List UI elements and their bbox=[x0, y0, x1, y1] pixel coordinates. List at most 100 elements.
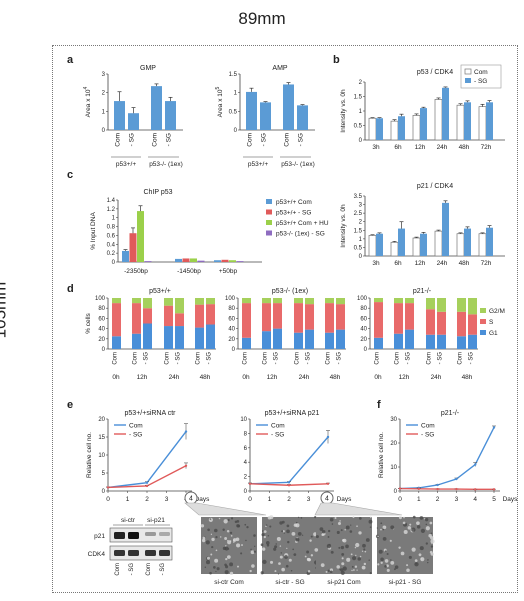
micrograph-cell bbox=[411, 547, 416, 552]
micrograph-cell bbox=[423, 518, 426, 520]
x-tick-label: Com bbox=[263, 352, 269, 365]
x-tick-label: Com bbox=[295, 352, 301, 365]
blot-column-label: si-ctr bbox=[121, 517, 136, 524]
stacked-segment-S bbox=[305, 304, 314, 330]
y-tick-label: 0 bbox=[232, 347, 236, 353]
data-bar bbox=[398, 228, 405, 256]
data-bar bbox=[486, 102, 493, 140]
panel-letter-f: f bbox=[377, 399, 381, 411]
micrograph-cell bbox=[206, 556, 211, 560]
x-tick-label: 1 bbox=[268, 496, 272, 503]
x-tick-label: - SG bbox=[144, 352, 150, 365]
stacked-segment-G1 bbox=[175, 326, 184, 349]
micrograph-cell bbox=[377, 563, 380, 566]
micrograph-cell bbox=[345, 525, 350, 530]
micrograph-cell bbox=[229, 571, 234, 576]
micrograph-image bbox=[201, 517, 257, 574]
stacked-segment-G1 bbox=[273, 328, 282, 349]
micrograph-cell bbox=[281, 567, 285, 572]
y-tick-label: 0 bbox=[359, 138, 363, 144]
x-tick-label: 6h bbox=[394, 144, 402, 151]
micrograph-cell bbox=[394, 565, 399, 569]
micrograph-cell bbox=[205, 540, 210, 545]
data-bar bbox=[182, 258, 190, 262]
data-point bbox=[417, 487, 420, 491]
micrograph-cell bbox=[368, 559, 370, 561]
time-label: 12h bbox=[399, 374, 410, 381]
micrograph-cell bbox=[260, 571, 264, 575]
blot-frame bbox=[109, 527, 173, 543]
legend-label: - SG bbox=[474, 78, 487, 85]
micrograph-cell bbox=[344, 528, 346, 531]
stacked-segment-G1 bbox=[394, 333, 403, 349]
x-tick-label: 6h bbox=[394, 260, 402, 267]
y-tick-label: 80 bbox=[98, 306, 105, 312]
micrograph-cell bbox=[418, 553, 422, 557]
stacked-segment-S bbox=[206, 304, 215, 325]
y-axis-label: Relative cell no. bbox=[378, 432, 385, 478]
blot-lane-label: Com bbox=[146, 563, 152, 576]
stacked-segment-G2M bbox=[394, 298, 403, 304]
micrograph-cell bbox=[403, 529, 408, 534]
micrograph-cell bbox=[429, 521, 433, 525]
x-tick-label: 5 bbox=[492, 496, 496, 503]
micrograph-cell bbox=[251, 564, 255, 568]
data-bar bbox=[229, 260, 236, 262]
x-tick-label: - SG bbox=[306, 352, 312, 365]
stacked-segment-S bbox=[457, 311, 466, 337]
micrograph-cell bbox=[210, 533, 213, 535]
x-tick-label: - SG bbox=[274, 352, 280, 365]
micrograph-cell bbox=[291, 531, 296, 536]
micrograph-cell bbox=[209, 518, 212, 520]
y-tick-label: 0.6 bbox=[107, 233, 116, 239]
stacked-segment-S bbox=[294, 303, 303, 333]
stacked-segment-G2M bbox=[405, 298, 414, 304]
data-bar bbox=[464, 102, 471, 140]
x-tick-label: 2 bbox=[145, 496, 149, 503]
micrograph-cell bbox=[414, 562, 419, 567]
x-tick-label: Com bbox=[284, 133, 291, 147]
data-bar bbox=[478, 233, 487, 257]
time-label: 24h bbox=[431, 374, 442, 381]
y-tick-label: 0.5 bbox=[229, 109, 238, 115]
x-tick-label: Com bbox=[133, 352, 139, 365]
x-tick-label: Com bbox=[113, 352, 119, 365]
width-label: 89mm bbox=[238, 9, 286, 28]
data-bar bbox=[197, 260, 205, 262]
micrograph-cell bbox=[250, 548, 252, 551]
x-axis-label: Days bbox=[503, 496, 519, 503]
y-tick-label: 1.4 bbox=[107, 198, 116, 204]
micrograph-cell bbox=[326, 543, 332, 549]
micrograph-cell bbox=[279, 545, 282, 547]
micrograph-cell bbox=[319, 527, 324, 531]
legend-swatch bbox=[480, 319, 486, 324]
micrograph-cell bbox=[225, 545, 227, 547]
micrograph-cell bbox=[261, 530, 264, 532]
data-bar bbox=[486, 227, 493, 256]
micrograph-cell bbox=[430, 539, 435, 544]
y-tick-label: 0.4 bbox=[107, 242, 116, 248]
micrograph-cell bbox=[254, 545, 256, 547]
data-bar bbox=[260, 102, 271, 130]
stacked-segment-S bbox=[394, 303, 403, 334]
micrograph-cell bbox=[361, 565, 366, 570]
blot-band-p21 bbox=[114, 532, 125, 539]
micrograph-cell bbox=[267, 534, 270, 537]
stacked-segment-S bbox=[468, 314, 477, 335]
time-label: 0h bbox=[374, 374, 382, 381]
micrograph-cell bbox=[409, 523, 412, 526]
series-line bbox=[249, 436, 329, 485]
data-point bbox=[492, 426, 496, 429]
micrograph-cell bbox=[370, 516, 372, 519]
micrograph-cell bbox=[213, 528, 218, 533]
micrograph-cell bbox=[282, 530, 285, 533]
micrograph-cell bbox=[287, 540, 290, 544]
micrograph-cell bbox=[412, 515, 416, 519]
blot-lane-label: Com bbox=[115, 563, 121, 576]
x-tick-label: 3 bbox=[307, 496, 311, 503]
y-tick-label: 1 bbox=[102, 109, 106, 115]
micrograph-cell bbox=[223, 519, 228, 524]
micrograph-cell bbox=[295, 523, 300, 528]
micrograph-cell bbox=[341, 562, 345, 566]
